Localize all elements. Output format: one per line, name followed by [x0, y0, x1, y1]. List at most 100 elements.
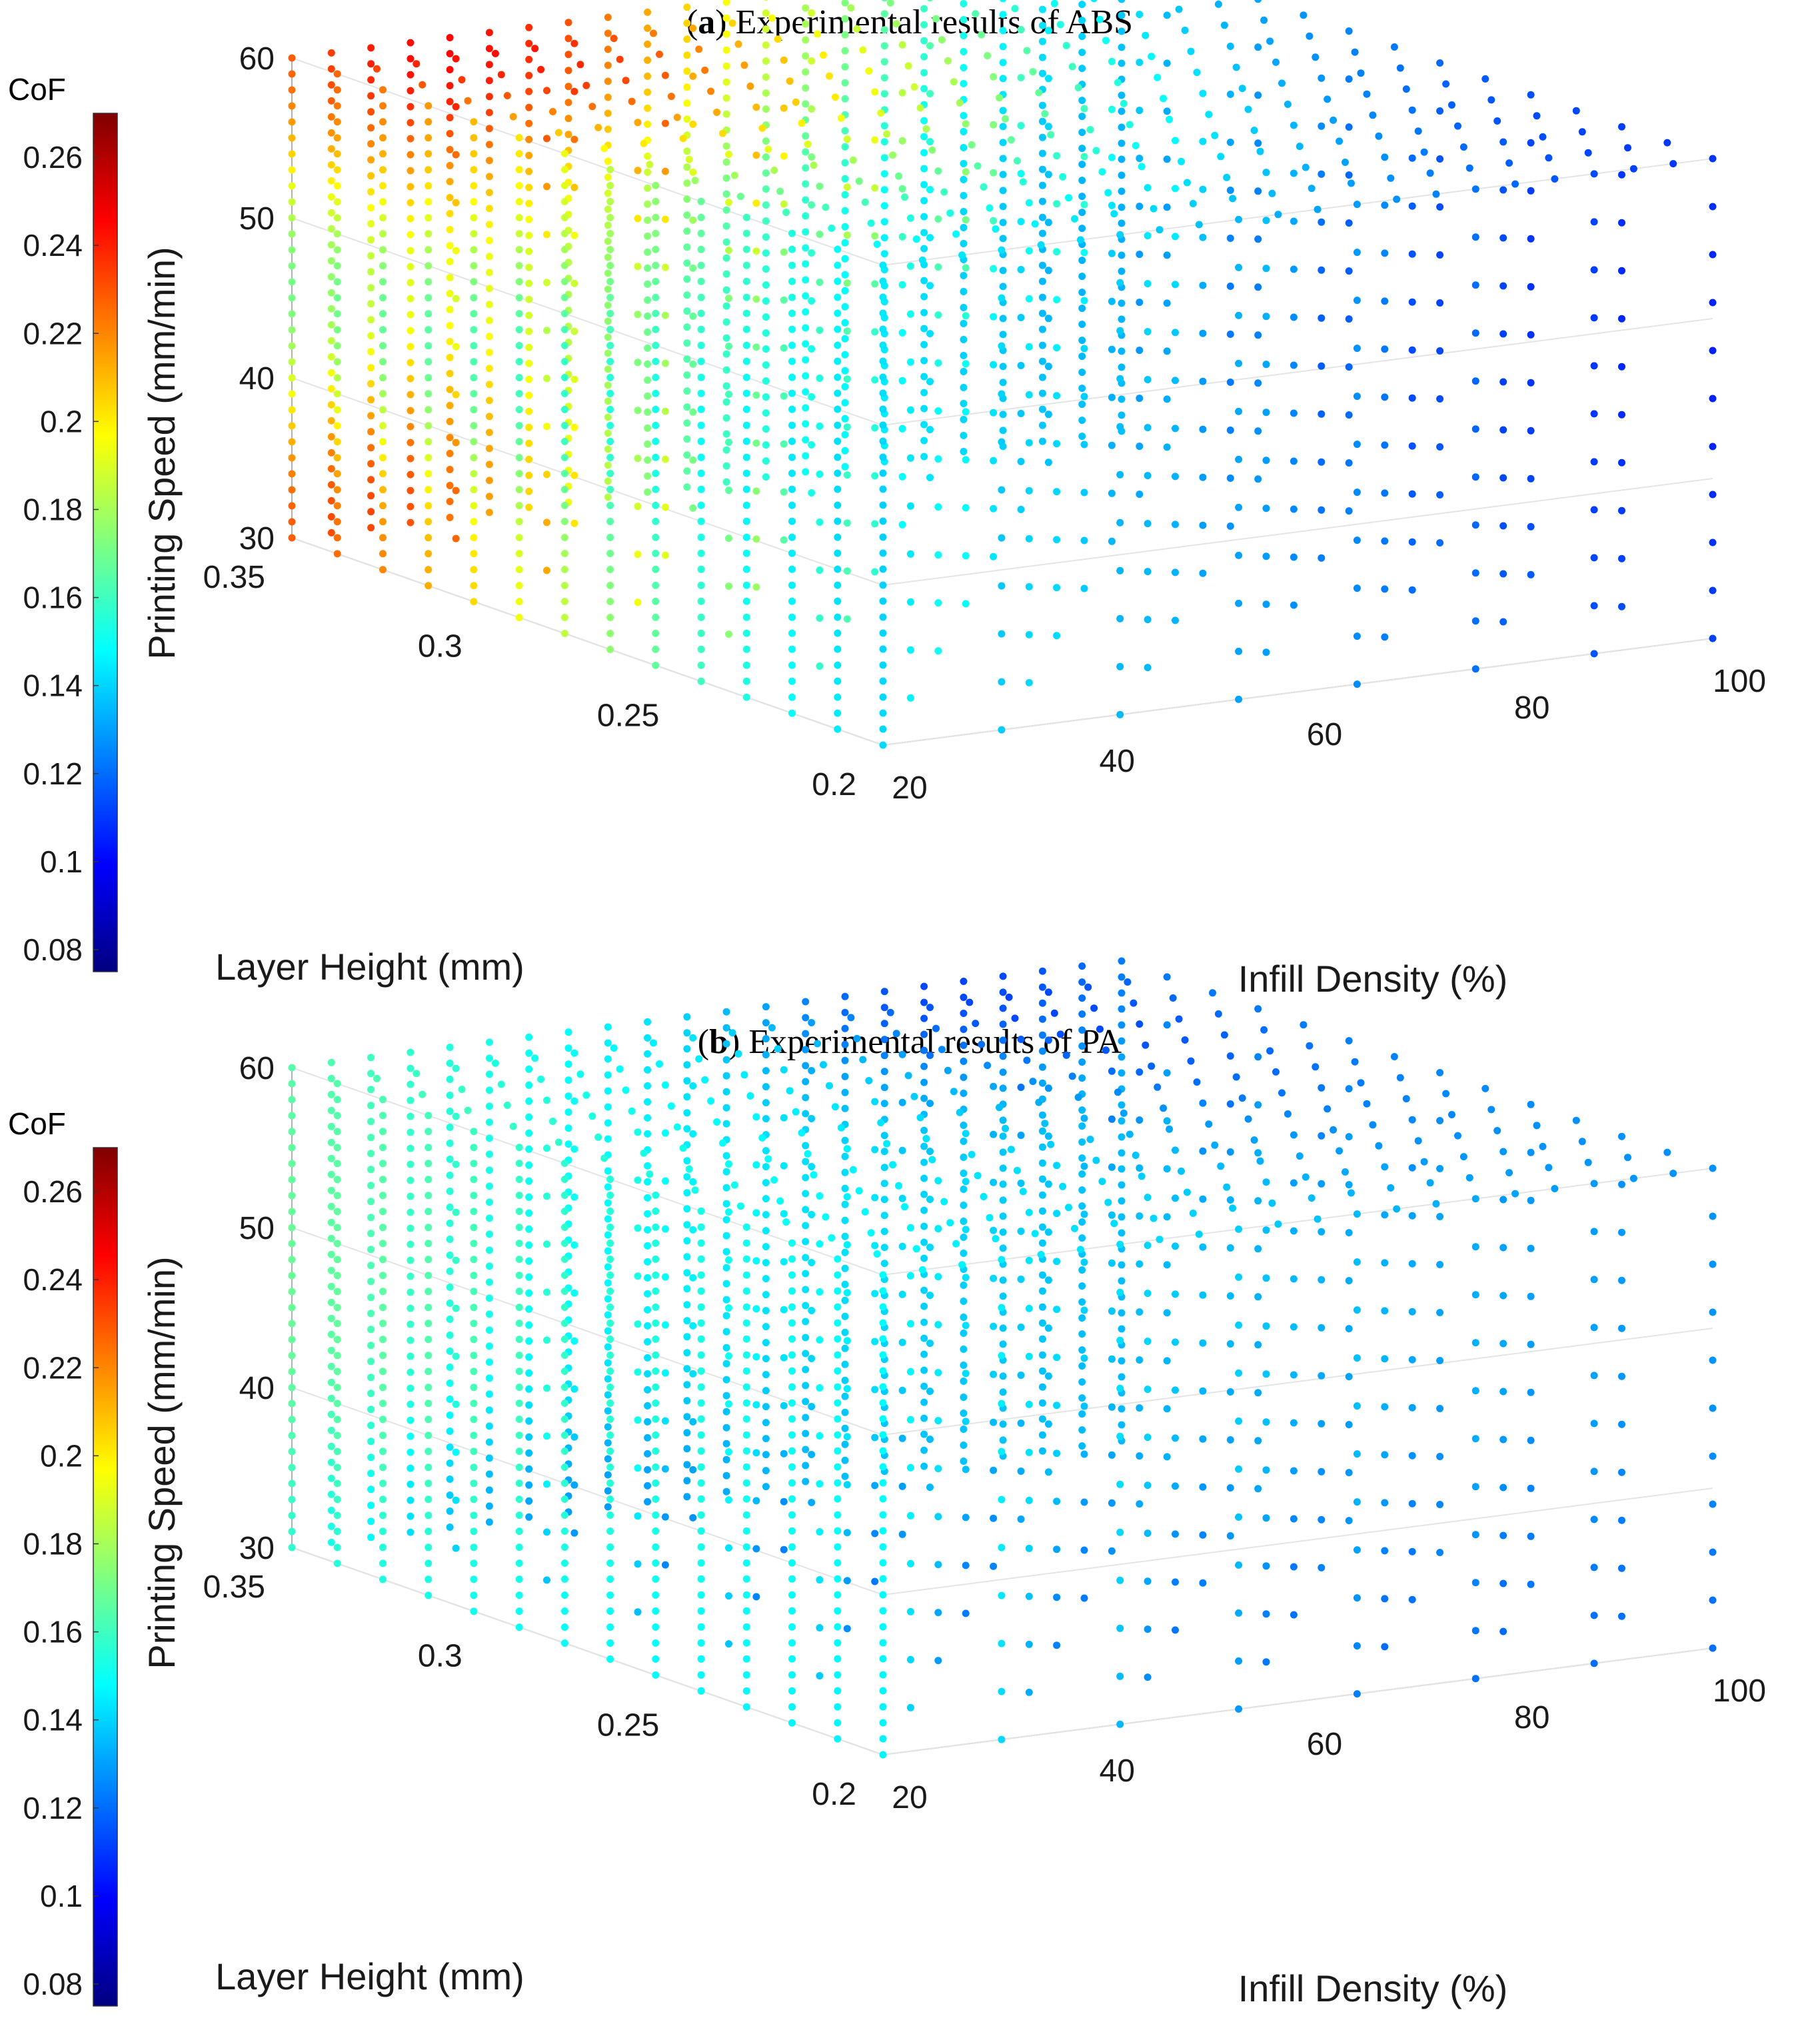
data-point — [1226, 1292, 1234, 1300]
data-point — [834, 1575, 842, 1583]
data-point — [920, 229, 928, 237]
data-point — [452, 1352, 460, 1360]
z-gridline — [882, 318, 1713, 426]
data-point — [564, 99, 572, 107]
data-point — [1080, 536, 1088, 544]
data-point — [470, 1208, 478, 1216]
data-point — [841, 1200, 849, 1208]
data-point — [1353, 536, 1361, 544]
data-point — [333, 278, 341, 286]
data-point — [425, 534, 433, 542]
data-point — [762, 361, 770, 369]
data-point — [1499, 1627, 1507, 1635]
data-point — [1318, 1228, 1326, 1236]
data-point — [379, 1496, 387, 1504]
data-point — [880, 74, 888, 82]
data-point — [898, 329, 906, 337]
data-point — [879, 1431, 887, 1439]
data-point — [1044, 1180, 1052, 1188]
data-point — [879, 453, 887, 461]
data-point — [446, 498, 454, 505]
data-point — [1038, 53, 1046, 61]
data-point — [788, 1351, 796, 1359]
data-point — [661, 1225, 669, 1233]
data-point — [515, 150, 523, 158]
data-point — [485, 1518, 493, 1526]
z-gridline — [291, 1387, 884, 1595]
data-point — [960, 1154, 968, 1161]
data-point — [327, 113, 335, 121]
data-point — [879, 565, 887, 573]
data-point — [742, 565, 750, 573]
data-point — [1025, 1592, 1033, 1600]
data-point — [1038, 1415, 1046, 1423]
data-point — [1116, 614, 1124, 622]
data-point — [906, 358, 914, 366]
data-point — [407, 183, 415, 191]
data-point — [327, 417, 335, 425]
data-point — [1408, 106, 1416, 114]
data-point — [485, 1406, 493, 1414]
data-point — [1499, 1196, 1507, 1204]
data-point — [1471, 329, 1479, 337]
data-point — [762, 1355, 770, 1363]
data-point — [1144, 1529, 1152, 1537]
data-point — [531, 45, 539, 53]
data-point — [1250, 1136, 1258, 1144]
data-point — [780, 1258, 788, 1266]
data-point — [379, 486, 387, 494]
data-point — [1172, 1530, 1179, 1538]
data-point — [808, 297, 816, 305]
data-point — [697, 1271, 705, 1279]
data-point — [1345, 1421, 1353, 1429]
data-point — [1080, 1450, 1088, 1458]
data-point — [999, 187, 1007, 195]
data-point — [762, 185, 770, 193]
data-point — [425, 310, 433, 318]
data-point — [742, 277, 750, 285]
data-point — [841, 1088, 849, 1096]
data-point — [1193, 69, 1201, 77]
data-point — [697, 1511, 705, 1519]
data-point — [926, 1100, 934, 1108]
data-point — [543, 87, 550, 95]
data-point — [683, 1365, 691, 1373]
data-point — [1254, 1437, 1262, 1445]
data-point — [722, 1312, 730, 1320]
data-point — [333, 166, 341, 174]
data-point — [1229, 195, 1237, 203]
data-point — [1163, 11, 1171, 19]
data-point — [1306, 32, 1314, 40]
data-point — [425, 406, 433, 414]
data-point — [1076, 236, 1084, 244]
data-point — [1080, 297, 1088, 305]
data-point — [1144, 616, 1152, 624]
data-point — [707, 1097, 715, 1105]
data-point — [288, 1240, 296, 1248]
data-point — [1118, 395, 1126, 403]
data-point — [470, 582, 478, 590]
data-point — [697, 1607, 705, 1615]
data-point — [606, 1384, 614, 1391]
data-point — [1254, 331, 1262, 339]
data-point — [564, 1092, 572, 1100]
data-point — [1250, 127, 1258, 135]
data-point — [683, 3, 691, 11]
data-point — [644, 264, 652, 272]
data-point — [1527, 1148, 1535, 1156]
data-point — [1381, 1259, 1389, 1267]
data-point — [816, 1480, 824, 1488]
data-point — [999, 267, 1007, 275]
data-point — [834, 341, 842, 349]
data-point — [515, 1559, 523, 1567]
data-point — [606, 566, 614, 573]
data-point — [1353, 1402, 1361, 1410]
colorbar-tick-label: 0.16 — [23, 580, 83, 615]
data-point — [922, 125, 930, 133]
data-point — [834, 597, 842, 605]
data-point — [470, 1320, 478, 1328]
data-point — [707, 87, 715, 95]
data-point — [367, 1454, 375, 1462]
data-point — [419, 81, 427, 89]
data-point — [828, 1234, 836, 1242]
